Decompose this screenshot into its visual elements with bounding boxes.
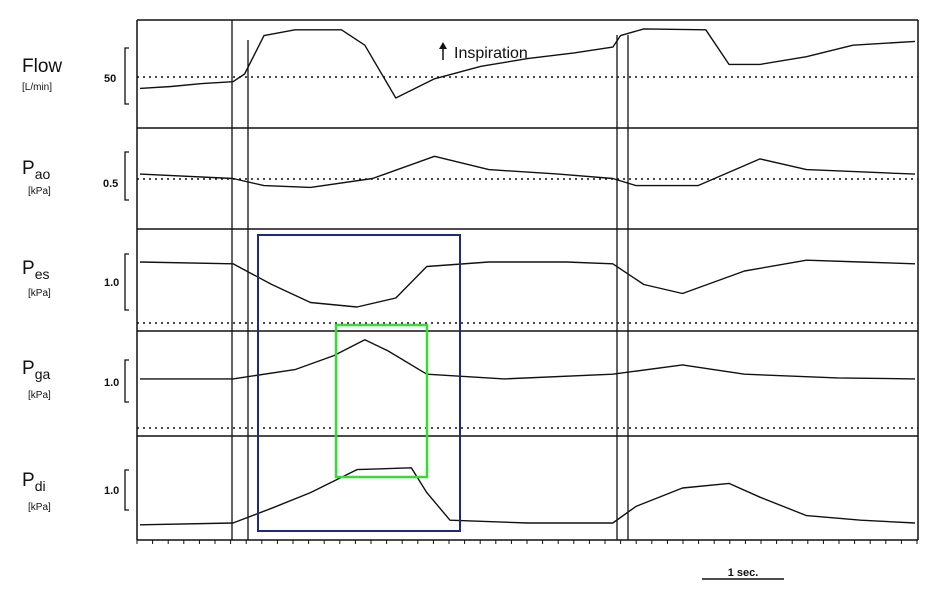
green-highlight-box: [334, 323, 429, 479]
scale-bracket: [124, 151, 129, 201]
trace-pga: [140, 339, 916, 380]
trace-title-pes: Pes: [22, 258, 49, 282]
inspiration-arrowhead-icon: [439, 42, 447, 49]
blue-highlight-box: [257, 234, 461, 532]
time-scale-label: 1 sec.: [728, 567, 759, 579]
scale-label: 50: [104, 73, 116, 85]
trace-pdi: [139, 467, 916, 526]
trace-pao: [139, 155, 916, 189]
trace-unit: [kPa]: [28, 390, 51, 401]
scale-bracket: [124, 47, 129, 105]
trace-title-flow: Flow: [22, 56, 62, 77]
trace-title-pga: Pga: [22, 358, 50, 382]
trace-flow: [139, 28, 916, 99]
scale-label: 0.5: [103, 178, 118, 190]
trace-unit: [kPa]: [28, 288, 51, 299]
trace-title-pao: Pao: [22, 158, 50, 182]
scale-bracket: [124, 359, 129, 403]
trace-title-pdi: Pdi: [22, 470, 46, 494]
scale-bracket: [124, 253, 129, 311]
trace-unit: [kPa]: [28, 502, 51, 513]
scale-bracket: [124, 469, 129, 511]
scale-label: 1.0: [104, 377, 119, 389]
inspiration-label: Inspiration: [454, 45, 528, 62]
scale-label: 1.0: [104, 277, 119, 289]
trace-pes: [139, 259, 916, 308]
scale-label: 1.0: [104, 485, 119, 497]
trace-unit: [kPa]: [28, 186, 51, 197]
trace-unit: [L/min]: [22, 82, 52, 93]
